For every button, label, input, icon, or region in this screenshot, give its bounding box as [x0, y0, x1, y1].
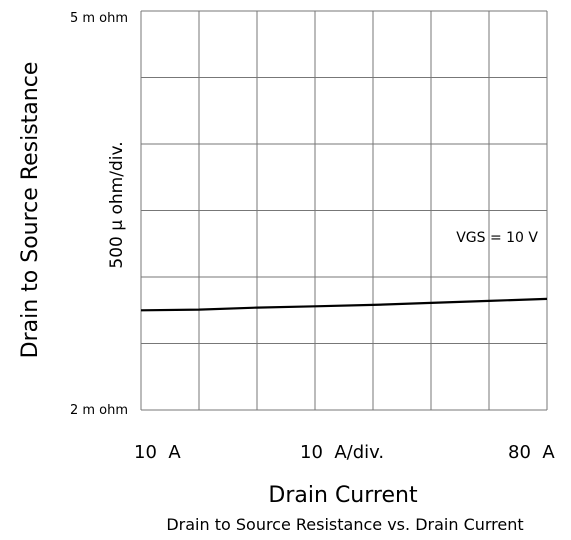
x-axis-label: Drain Current: [268, 483, 418, 508]
x-tick-label-max: 80 A: [508, 442, 555, 463]
series-line-0: [140, 297, 548, 312]
y-axis-scale-label: 500 μ ohm/div.: [107, 141, 127, 268]
x-tick-label-mid: 10 A/div.: [300, 442, 384, 463]
series-label: VGS = 10 V: [456, 230, 538, 246]
grid: [140, 10, 548, 411]
y-tick-label-max: 5 m ohm: [70, 11, 128, 26]
series-layer: [140, 297, 548, 312]
y-axis-label: Drain to Source Resistance: [18, 62, 43, 359]
chart-title: Drain to Source Resistance vs. Drain Cur…: [166, 515, 523, 534]
y-tick-label-min: 2 m ohm: [70, 403, 128, 418]
x-tick-label-min: 10 A: [134, 442, 181, 463]
